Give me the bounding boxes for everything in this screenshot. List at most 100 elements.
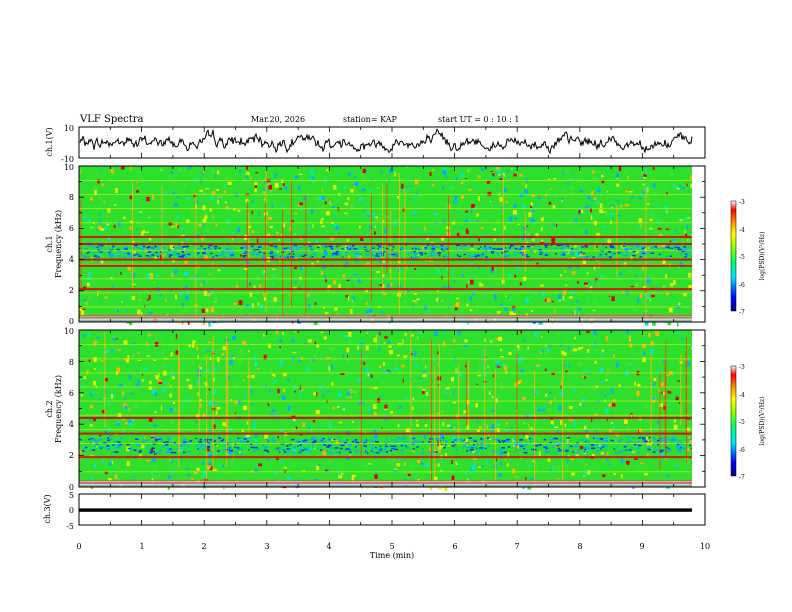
spectrogram-pixel <box>328 366 331 371</box>
spectrogram-pixel <box>504 225 506 230</box>
spectrogram-pixel <box>568 363 570 368</box>
spectrogram-pixel <box>399 185 401 189</box>
spectrogram-pixel <box>458 255 462 258</box>
spectrogram-pixel <box>565 245 568 248</box>
spectrogram-pixel <box>250 443 253 445</box>
spectrogram-pixel <box>532 434 535 437</box>
spectrogram-pixel <box>525 476 527 482</box>
spectrogram-pixel <box>478 466 481 468</box>
spectrogram-pixel <box>512 210 517 215</box>
spectrogram-pixel <box>254 361 258 365</box>
spectrogram-pixel <box>656 200 658 202</box>
spectrogram-pixel <box>405 445 407 448</box>
spectrogram-pixel <box>325 197 327 202</box>
spectrogram-pixel <box>274 189 276 191</box>
spectrogram-pixel <box>381 310 383 314</box>
spectrogram-pixel <box>177 214 179 220</box>
spectrogram-pixel <box>182 248 184 250</box>
spectrogram-pixel <box>136 444 141 446</box>
spectrogram-pixel <box>256 368 260 370</box>
spectrogram-pixel <box>213 245 218 248</box>
spectrogram-pixel <box>303 195 306 201</box>
spectrogram-pixel <box>686 250 691 252</box>
spectrogram-pixel <box>482 216 484 218</box>
spectrogram-pixel <box>204 278 208 283</box>
spectrogram-pixel <box>422 448 425 450</box>
spectrogram-pixel <box>248 437 252 440</box>
spectrogram-pixel <box>331 206 336 209</box>
spectrogram-pixel <box>412 448 415 450</box>
spectrogram-pixel <box>106 251 109 253</box>
spectrogram-pixel <box>634 381 636 386</box>
spectrogram-pixel <box>375 452 380 454</box>
spectrogram-pixel <box>491 251 494 254</box>
spectrogram-pixel <box>283 330 285 335</box>
spectrogram-pixel <box>247 350 250 353</box>
ch2-spectrogram-ylabel-line2: Frequency (kHz) <box>54 375 63 443</box>
spectrogram-pixel <box>633 352 636 356</box>
spectrogram-pixel <box>171 250 173 253</box>
spectrogram-pixel <box>274 173 277 178</box>
spectrogram-pixel <box>257 246 262 248</box>
spectrogram-pixel <box>668 448 672 452</box>
spectrogram-pixel <box>365 253 367 255</box>
spectrogram-pixel <box>676 466 678 469</box>
spectrogram-pixel <box>649 218 653 222</box>
spectrogram-pixel <box>221 253 225 255</box>
spectrogram-pixel <box>469 309 473 312</box>
spectrogram-pixel <box>538 334 540 338</box>
spectrogram-pixel <box>627 175 629 180</box>
spectrogram-pixel <box>353 185 355 190</box>
ch3-waveform-panel: 5 0 -5 ch.3(V) <box>43 491 706 531</box>
spectrogram-pixel <box>273 297 277 302</box>
spectrogram-pixel <box>189 255 191 257</box>
spectrogram-pixel <box>284 451 286 453</box>
ch1-ytick-label: 4 <box>69 255 74 264</box>
spectrogram-pixel <box>287 476 291 480</box>
spectrogram-streak <box>665 340 667 457</box>
spectrogram-pixel <box>142 441 145 443</box>
spectrogram-pixel <box>242 221 245 223</box>
spectrogram-pixel <box>403 355 408 358</box>
spectrogram-pixel <box>585 205 589 210</box>
spectrogram-pixel <box>181 246 186 248</box>
spectrogram-pixel <box>522 311 524 313</box>
spectrogram-pixel <box>363 445 367 447</box>
spectrogram-pixel <box>402 440 406 443</box>
spectrogram-pixel <box>147 251 152 253</box>
spectrogram-pixel <box>205 228 209 233</box>
spectrogram-pixel <box>278 239 280 241</box>
spectrogram-streak <box>438 344 440 451</box>
spectrogram-pixel <box>605 374 609 378</box>
spectrogram-pixel <box>115 254 119 256</box>
spectrogram-pixel <box>321 334 324 338</box>
spectrogram-pixel <box>365 464 367 470</box>
spectrogram-pixel <box>189 440 193 442</box>
spectrogram-pixel <box>523 451 528 454</box>
spectrogram-pixel <box>383 342 386 345</box>
spectrogram-pixel <box>646 254 648 256</box>
spectrogram-pixel <box>509 335 513 337</box>
spectrogram-lowband <box>79 320 692 321</box>
spectrogram-pixel <box>166 253 170 255</box>
spectrogram-pixel <box>646 203 650 205</box>
spectrogram-streak <box>680 354 682 426</box>
spectrogram-pixel <box>550 439 554 441</box>
spectrogram-pixel <box>396 354 400 357</box>
spectrogram-pixel <box>124 422 128 425</box>
spectrogram-pixel <box>113 224 116 228</box>
spectrogram-pixel <box>222 464 224 468</box>
spectrogram-streak <box>484 346 486 448</box>
spectrogram-pixel <box>275 299 280 302</box>
spectrogram-pixel <box>684 468 687 470</box>
spectrogram-pixel <box>288 253 291 255</box>
ch2-ytick-label: 10 <box>64 327 74 336</box>
spectrogram-pixel <box>378 412 382 414</box>
spectrogram-pixel <box>354 253 359 255</box>
spectrogram-pixel <box>412 449 415 453</box>
spectrogram-pixel <box>585 245 588 247</box>
spectrogram-pixel <box>514 476 518 478</box>
spectrogram-pixel <box>666 191 668 195</box>
spectrogram-pixel <box>601 180 605 184</box>
spectrogram-pixel <box>153 424 157 428</box>
